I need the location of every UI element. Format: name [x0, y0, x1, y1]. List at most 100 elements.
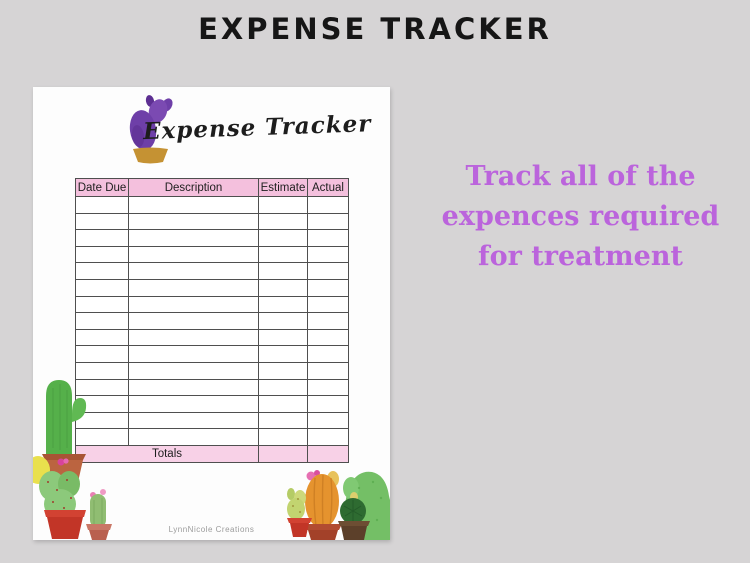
empty-cell [307, 395, 349, 413]
empty-cell [128, 212, 259, 231]
empty-cell [75, 361, 129, 380]
pink-flower [57, 458, 69, 466]
empty-cell [128, 295, 259, 314]
expense-table: Date Due Description Estimate Actual Tot… [75, 178, 349, 463]
empty-cell [128, 262, 259, 280]
watercolor-cacti-left-illustration [33, 380, 112, 540]
tagline-line-1: Track all of the [465, 161, 696, 192]
empty-cell [258, 212, 308, 231]
empty-expense-row [75, 212, 349, 231]
empty-cell [307, 245, 349, 264]
gold-pot [133, 147, 168, 164]
empty-cell [128, 361, 259, 380]
empty-cell [128, 245, 259, 264]
column-header-description: Description [128, 178, 259, 197]
empty-cell [128, 428, 259, 446]
tagline-line-2: expences required [441, 201, 720, 232]
empty-cell [307, 229, 349, 247]
empty-cell [75, 229, 129, 247]
expense-table-body [75, 196, 349, 446]
empty-cell [258, 196, 308, 214]
empty-cell [75, 345, 129, 363]
empty-expense-row [75, 245, 349, 264]
empty-cell [307, 428, 349, 446]
empty-cell [258, 361, 308, 380]
red-pot [44, 510, 86, 539]
totals-label: Totals [75, 444, 259, 463]
empty-expense-row [75, 328, 349, 347]
empty-cell [258, 411, 308, 430]
tagline-line-3: for treatment [478, 241, 683, 272]
empty-cell [75, 245, 129, 264]
empty-cell [75, 328, 129, 347]
small-cactus [86, 489, 112, 540]
logo-cactus-icon [129, 95, 173, 164]
empty-cell [128, 395, 259, 413]
column-header-estimate: Estimate [258, 178, 308, 197]
empty-expense-row [75, 411, 349, 430]
orange-barrel-cactus [304, 470, 342, 540]
empty-cell [258, 378, 308, 397]
empty-cell [307, 295, 349, 314]
empty-cell [128, 229, 259, 247]
empty-cell [128, 196, 259, 214]
empty-cell [258, 312, 308, 330]
purple-prickly-pear [129, 95, 173, 150]
empty-expense-row [75, 262, 349, 280]
tagline-text: Track all of the expences required for t… [418, 157, 743, 277]
column-header-actual: Actual [307, 178, 349, 197]
empty-cell [128, 378, 259, 397]
creator-credit: LynnNicole Creations [168, 525, 255, 534]
empty-cell [258, 295, 308, 314]
empty-expense-row [75, 428, 349, 446]
column-header-date-due: Date Due [75, 178, 129, 197]
empty-expense-row [75, 295, 349, 314]
empty-expense-row [75, 395, 349, 413]
empty-cell [75, 295, 129, 314]
empty-cell [307, 411, 349, 430]
empty-cell [75, 196, 129, 214]
empty-expense-row [75, 196, 349, 214]
empty-cell [307, 196, 349, 214]
empty-cell [75, 278, 129, 297]
printable-page: Expense Tracker Date Due Description Est… [33, 87, 390, 540]
empty-cell [75, 428, 129, 446]
empty-cell [258, 278, 308, 297]
empty-cell [307, 328, 349, 347]
empty-cell [75, 262, 129, 280]
page-title: EXPENSE TRACKER [198, 12, 552, 46]
empty-cell [128, 411, 259, 430]
empty-cell [258, 328, 308, 347]
empty-cell [128, 312, 259, 330]
empty-expense-row [75, 229, 349, 247]
empty-cell [307, 361, 349, 380]
empty-cell [258, 428, 308, 446]
empty-expense-row [75, 361, 349, 380]
empty-cell [307, 345, 349, 363]
empty-cell [128, 328, 259, 347]
watercolor-cacti-right-illustration [287, 470, 390, 540]
totals-row: Totals [75, 444, 349, 463]
empty-cell [307, 278, 349, 297]
empty-cell [258, 245, 308, 264]
totals-actual-cell [307, 444, 349, 463]
yellow-green-prickly-pear [287, 488, 312, 537]
empty-cell [128, 345, 259, 363]
empty-cell [75, 212, 129, 231]
logo-script-text: Expense Tracker [142, 110, 372, 146]
empty-cell [128, 278, 259, 297]
empty-expense-row [75, 378, 349, 397]
empty-expense-row [75, 312, 349, 330]
empty-cell [258, 262, 308, 280]
empty-cell [75, 312, 129, 330]
table-header-row: Date Due Description Estimate Actual [75, 178, 349, 197]
empty-expense-row [75, 278, 349, 297]
totals-estimate-cell [258, 444, 308, 463]
dark-green-ball-cactus [338, 492, 370, 540]
empty-expense-row [75, 345, 349, 363]
empty-cell [307, 212, 349, 231]
empty-cell [258, 229, 308, 247]
empty-cell [307, 312, 349, 330]
empty-cell [258, 395, 308, 413]
